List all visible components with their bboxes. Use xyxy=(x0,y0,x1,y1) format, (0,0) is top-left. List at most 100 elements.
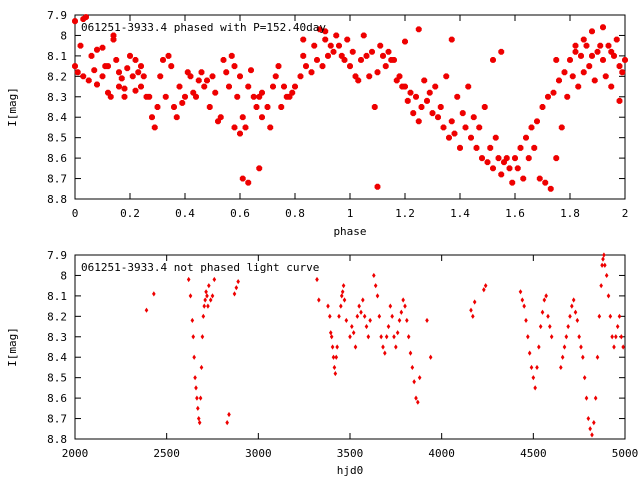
data-point xyxy=(330,344,335,350)
data-point xyxy=(542,179,549,186)
data-point xyxy=(330,48,337,55)
data-point xyxy=(517,144,524,151)
data-points xyxy=(144,252,625,438)
data-point xyxy=(394,344,398,350)
data-point xyxy=(179,99,186,106)
data-point xyxy=(374,183,381,190)
data-point xyxy=(408,350,413,356)
data-point xyxy=(621,344,625,350)
data-point xyxy=(380,52,386,59)
data-point xyxy=(132,87,139,94)
x-tick-label: 2 xyxy=(622,207,629,220)
data-point xyxy=(198,395,203,401)
data-point xyxy=(363,52,370,59)
data-point xyxy=(490,165,496,172)
data-point xyxy=(564,93,571,100)
data-point xyxy=(498,48,505,55)
data-point xyxy=(207,283,211,289)
y-axis-label: I[mag] xyxy=(6,87,19,127)
data-point xyxy=(608,83,615,90)
data-point xyxy=(195,77,202,84)
data-point xyxy=(348,334,352,340)
data-point xyxy=(340,289,345,295)
data-point xyxy=(297,73,304,80)
data-point xyxy=(572,42,579,49)
y-tick-label: 8.8 xyxy=(47,433,67,446)
data-point xyxy=(571,297,576,303)
data-point xyxy=(514,165,521,172)
data-point xyxy=(377,42,384,49)
data-point xyxy=(366,73,373,80)
data-point xyxy=(335,344,339,350)
x-tick-label: 1.6 xyxy=(505,207,525,220)
data-point xyxy=(209,73,216,80)
data-point xyxy=(223,69,230,76)
data-point xyxy=(622,57,628,63)
data-point xyxy=(372,272,376,279)
data-point xyxy=(72,63,78,70)
data-point xyxy=(116,83,122,90)
x-tick-label: 0.6 xyxy=(230,207,250,220)
data-point xyxy=(600,262,604,268)
data-point xyxy=(368,317,372,324)
data-point xyxy=(110,36,117,43)
data-point xyxy=(407,89,414,96)
data-point xyxy=(547,185,554,192)
data-point xyxy=(333,370,338,377)
data-point xyxy=(281,83,287,90)
data-point xyxy=(326,303,330,309)
data-point xyxy=(429,110,436,117)
data-point xyxy=(127,52,133,59)
data-point xyxy=(121,85,128,92)
data-point xyxy=(418,104,425,110)
data-point xyxy=(165,52,172,59)
data-point xyxy=(545,93,551,100)
data-point xyxy=(451,130,458,137)
data-point xyxy=(152,291,156,297)
data-point xyxy=(144,307,149,313)
x-tick-label: 0.2 xyxy=(120,207,140,220)
data-point xyxy=(550,89,557,96)
data-point xyxy=(162,93,169,100)
data-point xyxy=(428,354,433,360)
data-point xyxy=(572,48,579,55)
data-point xyxy=(459,110,466,117)
data-point xyxy=(201,83,208,90)
data-point xyxy=(520,175,527,182)
data-point xyxy=(193,375,197,381)
data-point xyxy=(182,93,188,100)
data-point xyxy=(245,83,252,90)
data-point xyxy=(379,334,383,340)
data-point xyxy=(588,426,592,432)
data-point xyxy=(509,179,516,186)
data-point xyxy=(484,159,491,166)
data-point xyxy=(448,36,455,43)
data-point xyxy=(215,118,221,125)
data-point xyxy=(91,67,98,74)
data-point xyxy=(231,124,238,131)
data-point xyxy=(384,334,389,340)
data-point xyxy=(520,297,525,303)
data-point xyxy=(414,395,418,401)
data-point xyxy=(206,303,210,309)
data-point xyxy=(523,134,529,141)
data-point xyxy=(315,276,319,283)
data-point xyxy=(540,309,545,315)
data-point xyxy=(606,293,611,299)
data-point xyxy=(468,134,474,141)
data-point xyxy=(278,104,285,110)
data-point xyxy=(138,83,144,90)
data-point xyxy=(577,334,581,340)
data-point xyxy=(492,134,499,141)
x-tick-label: 4500 xyxy=(520,447,547,460)
data-point xyxy=(191,334,196,340)
data-point xyxy=(465,83,472,90)
data-point xyxy=(77,42,84,49)
data-point xyxy=(107,93,114,100)
data-point xyxy=(525,155,532,162)
data-point xyxy=(237,73,243,80)
data-point xyxy=(80,73,87,80)
data-point xyxy=(259,89,265,96)
data-point xyxy=(406,334,411,340)
y-tick-label: 8.1 xyxy=(47,290,67,303)
